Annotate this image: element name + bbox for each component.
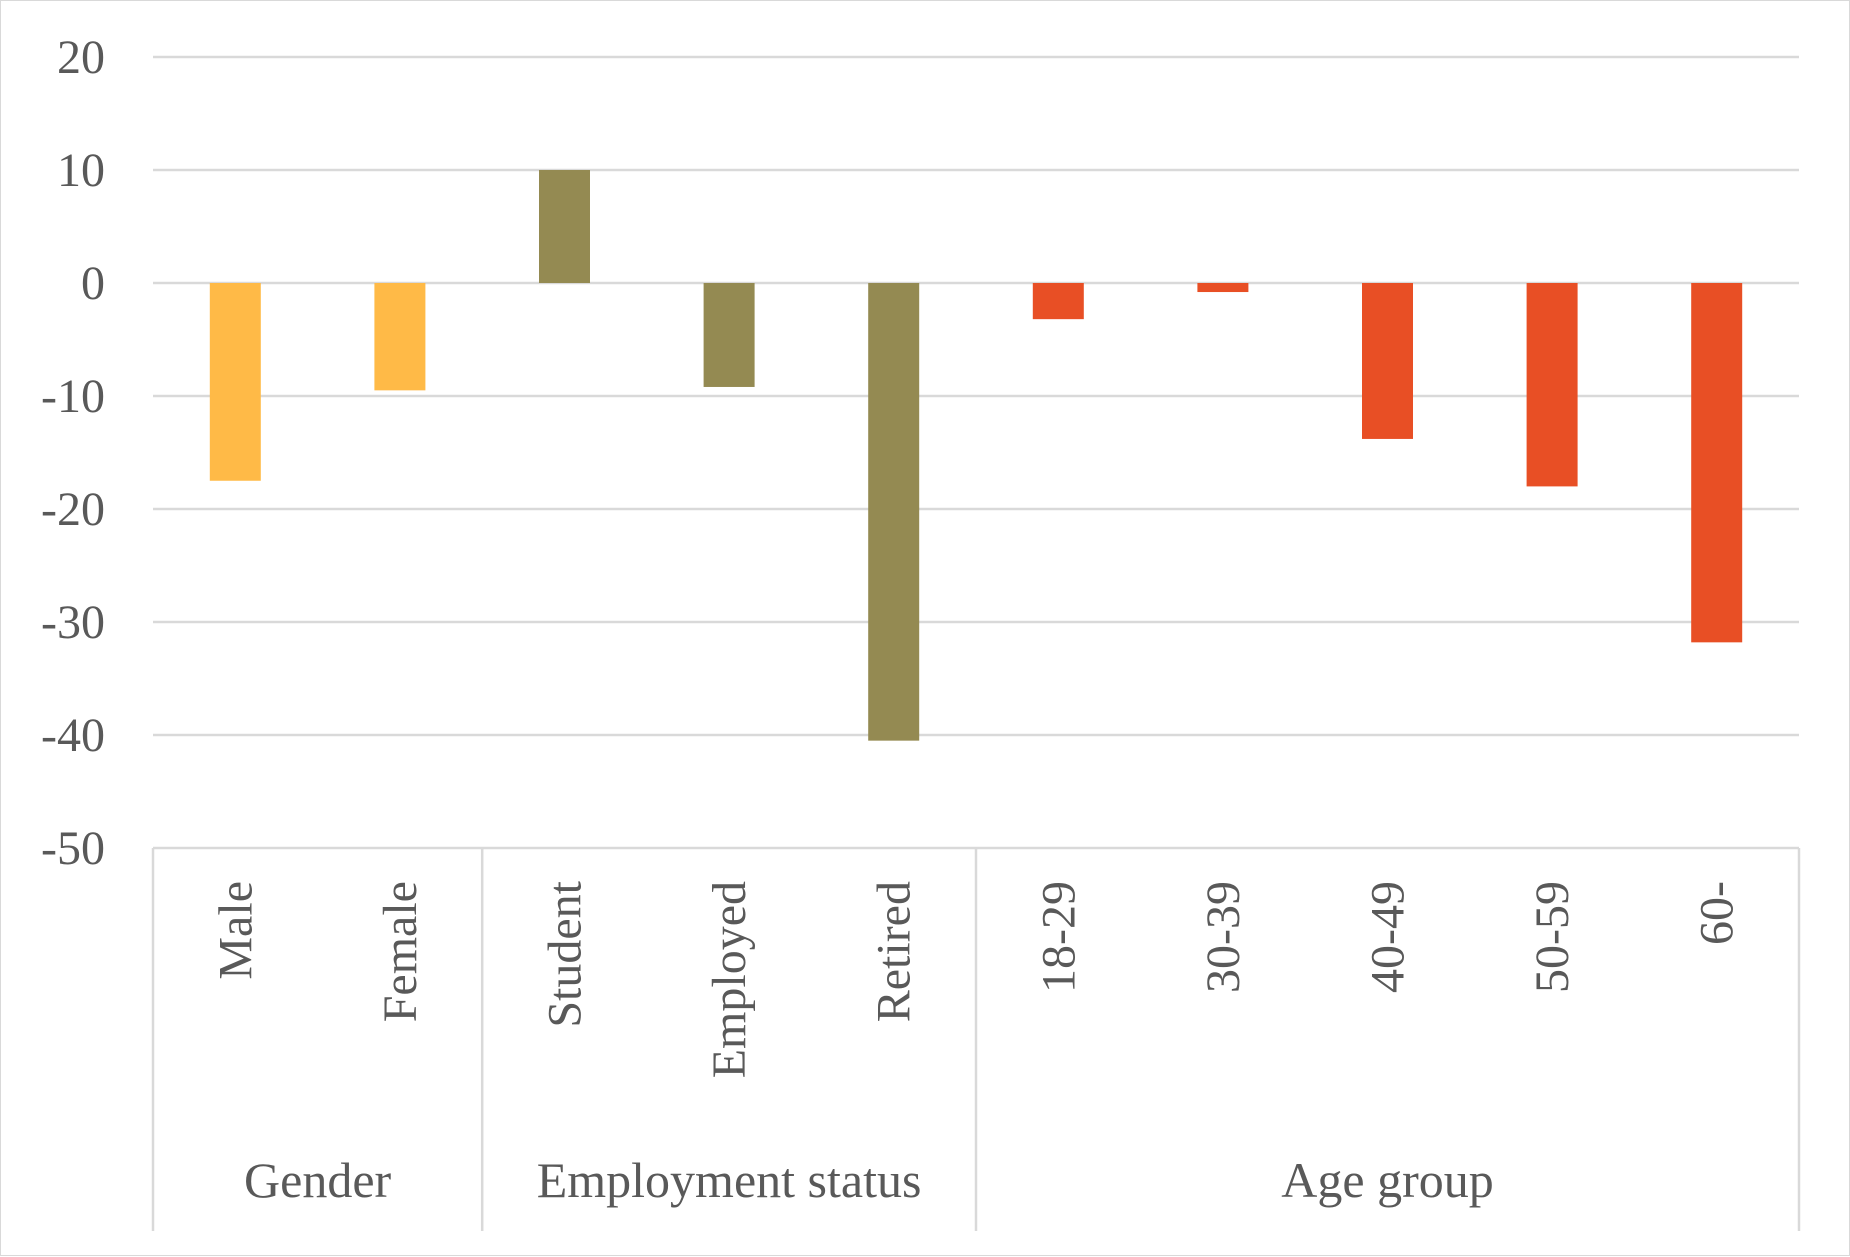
category-label: 50-59: [1526, 881, 1579, 993]
y-tick-label: -10: [41, 370, 105, 423]
bar-female: [374, 283, 426, 391]
bar-employed: [703, 283, 755, 387]
bar-50-59: [1526, 283, 1578, 487]
category-label: Male: [209, 881, 262, 980]
y-tick-label: 20: [57, 31, 105, 84]
group-label: Employment status: [537, 1152, 922, 1208]
y-tick-label: 0: [81, 257, 105, 310]
bar-30-39: [1197, 283, 1249, 293]
y-tick-label: -50: [41, 822, 105, 875]
group-label: Age group: [1281, 1152, 1493, 1208]
category-label: Student: [539, 880, 592, 1027]
y-tick-label: -20: [41, 483, 105, 536]
category-label: Employed: [703, 881, 756, 1078]
y-tick-label: 10: [57, 144, 105, 197]
bar-18-29: [1032, 283, 1084, 320]
category-label: 30-39: [1197, 881, 1250, 993]
bar-40-49: [1362, 283, 1413, 439]
group-label: Gender: [244, 1152, 391, 1208]
bar-male: [209, 283, 261, 481]
category-label: 18-29: [1032, 881, 1085, 993]
y-tick-label: -40: [41, 709, 105, 762]
y-tick-label: -30: [41, 596, 105, 649]
bar-60-: [1691, 283, 1743, 643]
category-label: 40-49: [1362, 881, 1415, 993]
bar-retired: [868, 283, 920, 741]
bar-student: [539, 170, 590, 283]
category-label: Retired: [868, 881, 921, 1022]
category-label: 60-: [1691, 881, 1744, 945]
category-label: Female: [374, 881, 427, 1022]
